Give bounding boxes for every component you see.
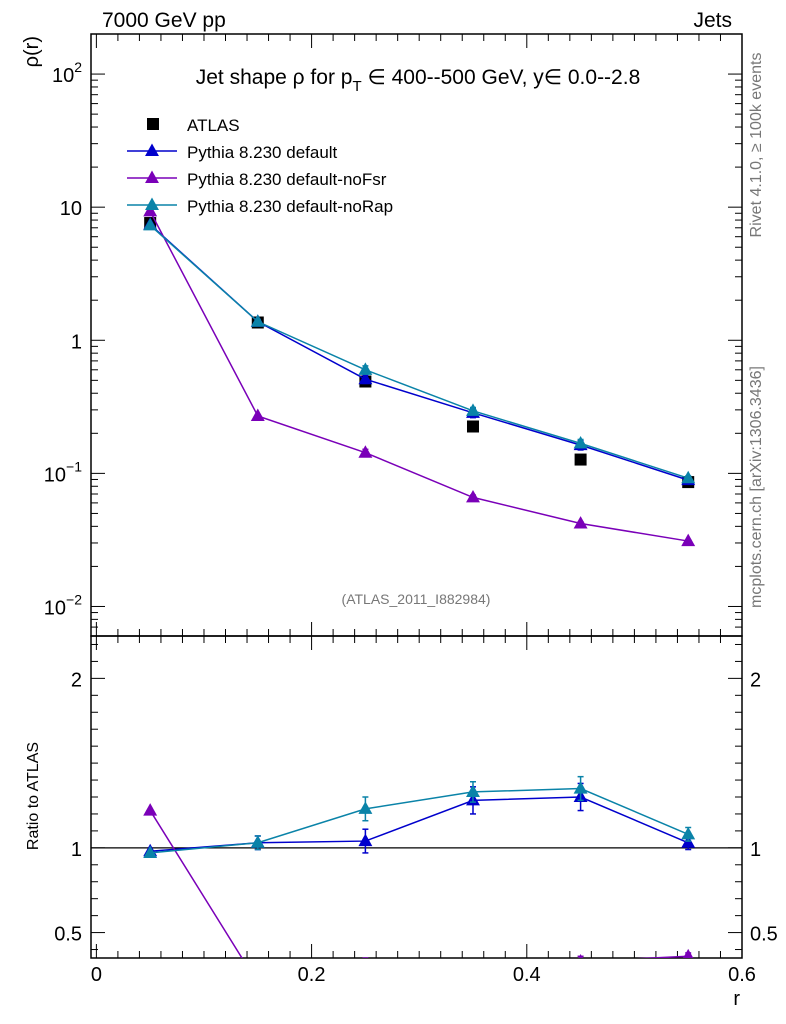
pythia-8-230-default-norap-line bbox=[149, 224, 689, 479]
legend-label-atlas: ATLAS bbox=[187, 116, 240, 135]
y-tick-label: 10−1 bbox=[44, 458, 82, 486]
series-layer bbox=[143, 203, 696, 988]
pythia-8-230-default-norap-point bbox=[143, 217, 158, 231]
pythia-8-230-default-nofsr-line bbox=[149, 211, 689, 542]
pythia-8-230-default-nofsr-ratio-point bbox=[466, 961, 480, 973]
legend-marker-pythia-8-230-default-norap bbox=[145, 197, 159, 211]
pythia-8-230-default-norap-point bbox=[358, 362, 373, 375]
header-category-label: Jets bbox=[693, 9, 732, 32]
y-tick-label: 10−2 bbox=[44, 591, 82, 619]
ratio-tick-label: 1 bbox=[71, 839, 82, 861]
y-tick-label: 10 bbox=[60, 198, 82, 220]
mcplots-label: mcplots.cern.ch [arXiv:1306.3436] bbox=[748, 366, 765, 608]
pythia-8-230-default-line bbox=[149, 224, 689, 481]
pythia-8-230-default-nofsr-ratio-point bbox=[683, 948, 694, 958]
ratio-tick-label-right: 2 bbox=[750, 669, 761, 691]
pythia-8-230-default-nofsr-point bbox=[250, 408, 265, 421]
legend-label-pythia-8-230-default-nofsr: Pythia 8.230 default-noFsr bbox=[187, 170, 387, 189]
pythia-8-230-default-point bbox=[358, 371, 373, 385]
ratio-tick-label-right: 0.5 bbox=[750, 924, 778, 946]
y-tick-label: 1 bbox=[71, 331, 82, 353]
x-tick-label: 0.2 bbox=[298, 964, 326, 986]
pythia-8-230-default-norap-ratio-point bbox=[466, 784, 480, 797]
pythia-8-230-default-nofsr-point bbox=[143, 203, 158, 217]
x-tick-label: 0.4 bbox=[513, 964, 541, 986]
pythia-8-230-default-norap-point bbox=[681, 470, 696, 484]
analysis-id-label: (ATLAS_2011_I882984) bbox=[342, 591, 491, 607]
pythia-8-230-default-ratio-line bbox=[150, 796, 689, 852]
x-axis-label: r bbox=[733, 988, 740, 1010]
legend-label-pythia-8-230-default-norap: Pythia 8.230 default-noRap bbox=[187, 197, 393, 216]
rivet-version-label: Rivet 4.1.0, ≥ 100k events bbox=[748, 53, 765, 238]
ratio-y-axis-label: Ratio to ATLAS bbox=[25, 742, 42, 850]
pythia-8-230-default-norap-ratio-point bbox=[681, 826, 696, 840]
pythia-8-230-default-norap-point bbox=[573, 435, 588, 449]
pythia-8-230-default-ratio-point bbox=[358, 833, 373, 847]
y-axis-label: ρ(r) bbox=[21, 36, 43, 67]
pythia-8-230-default-nofsr-ratio-point bbox=[358, 961, 372, 973]
ratio-tick-label-right: 1 bbox=[750, 839, 761, 861]
pythia-8-230-default-nofsr-point bbox=[573, 516, 588, 529]
legend: ATLAS Pythia 8.230 default Pythia 8.230 de… bbox=[127, 116, 393, 216]
pythia-8-230-default-nofsr-ratio-point bbox=[143, 803, 158, 816]
legend-marker-pythia-8-230-default-nofsr bbox=[145, 170, 159, 184]
chart-title: Jet shape ρ for pT ∈ 400--500 GeV, y∈ 0.… bbox=[196, 66, 641, 95]
pythia-8-230-default-norap-ratio-point bbox=[250, 835, 265, 848]
atlas-point bbox=[466, 420, 479, 433]
pythia-8-230-default-nofsr-ratio-line bbox=[149, 810, 689, 958]
pythia-8-230-default-norap-ratio-point bbox=[358, 801, 373, 814]
pythia-8-230-default-nofsr-ratio-point bbox=[578, 953, 583, 958]
legend-marker-atlas bbox=[147, 118, 159, 130]
axes-layer: 0 0.2 0.4 0.6 102 10 1 10−1 10−2 0.5 0.5 1 1 2 2 bbox=[44, 33, 778, 986]
x-tick-label: 0.6 bbox=[728, 964, 756, 986]
header-energy-label: 7000 GeV pp bbox=[102, 9, 226, 32]
pythia-8-230-default-norap-point bbox=[466, 403, 480, 416]
ratio-tick-label: 2 bbox=[71, 669, 82, 691]
atlas-point bbox=[574, 453, 587, 466]
ratio-panel-series bbox=[143, 775, 696, 988]
pythia-8-230-default-norap-ratio-line bbox=[150, 787, 689, 854]
ratio-tick-label: 0.5 bbox=[54, 924, 82, 946]
pythia-8-230-default-nofsr-ratio-point bbox=[251, 976, 265, 988]
pythia-8-230-default-norap-point bbox=[250, 314, 265, 327]
ratio-panel-frame bbox=[90, 635, 743, 959]
x-tick-label: 0 bbox=[91, 964, 102, 986]
main-panel-series bbox=[143, 203, 696, 547]
pythia-8-230-default-nofsr-point bbox=[681, 533, 696, 547]
legend-label-pythia-8-230-default: Pythia 8.230 default bbox=[187, 143, 338, 162]
pythia-8-230-default-norap-ratio-point bbox=[573, 781, 588, 794]
pythia-8-230-default-norap-ratio-point bbox=[143, 845, 158, 858]
y-tick-label: 102 bbox=[52, 59, 82, 87]
legend-marker-pythia-8-230-default bbox=[145, 143, 159, 157]
pythia-8-230-default-nofsr-point bbox=[466, 489, 480, 503]
pythia-8-230-default-nofsr-point bbox=[358, 445, 373, 458]
